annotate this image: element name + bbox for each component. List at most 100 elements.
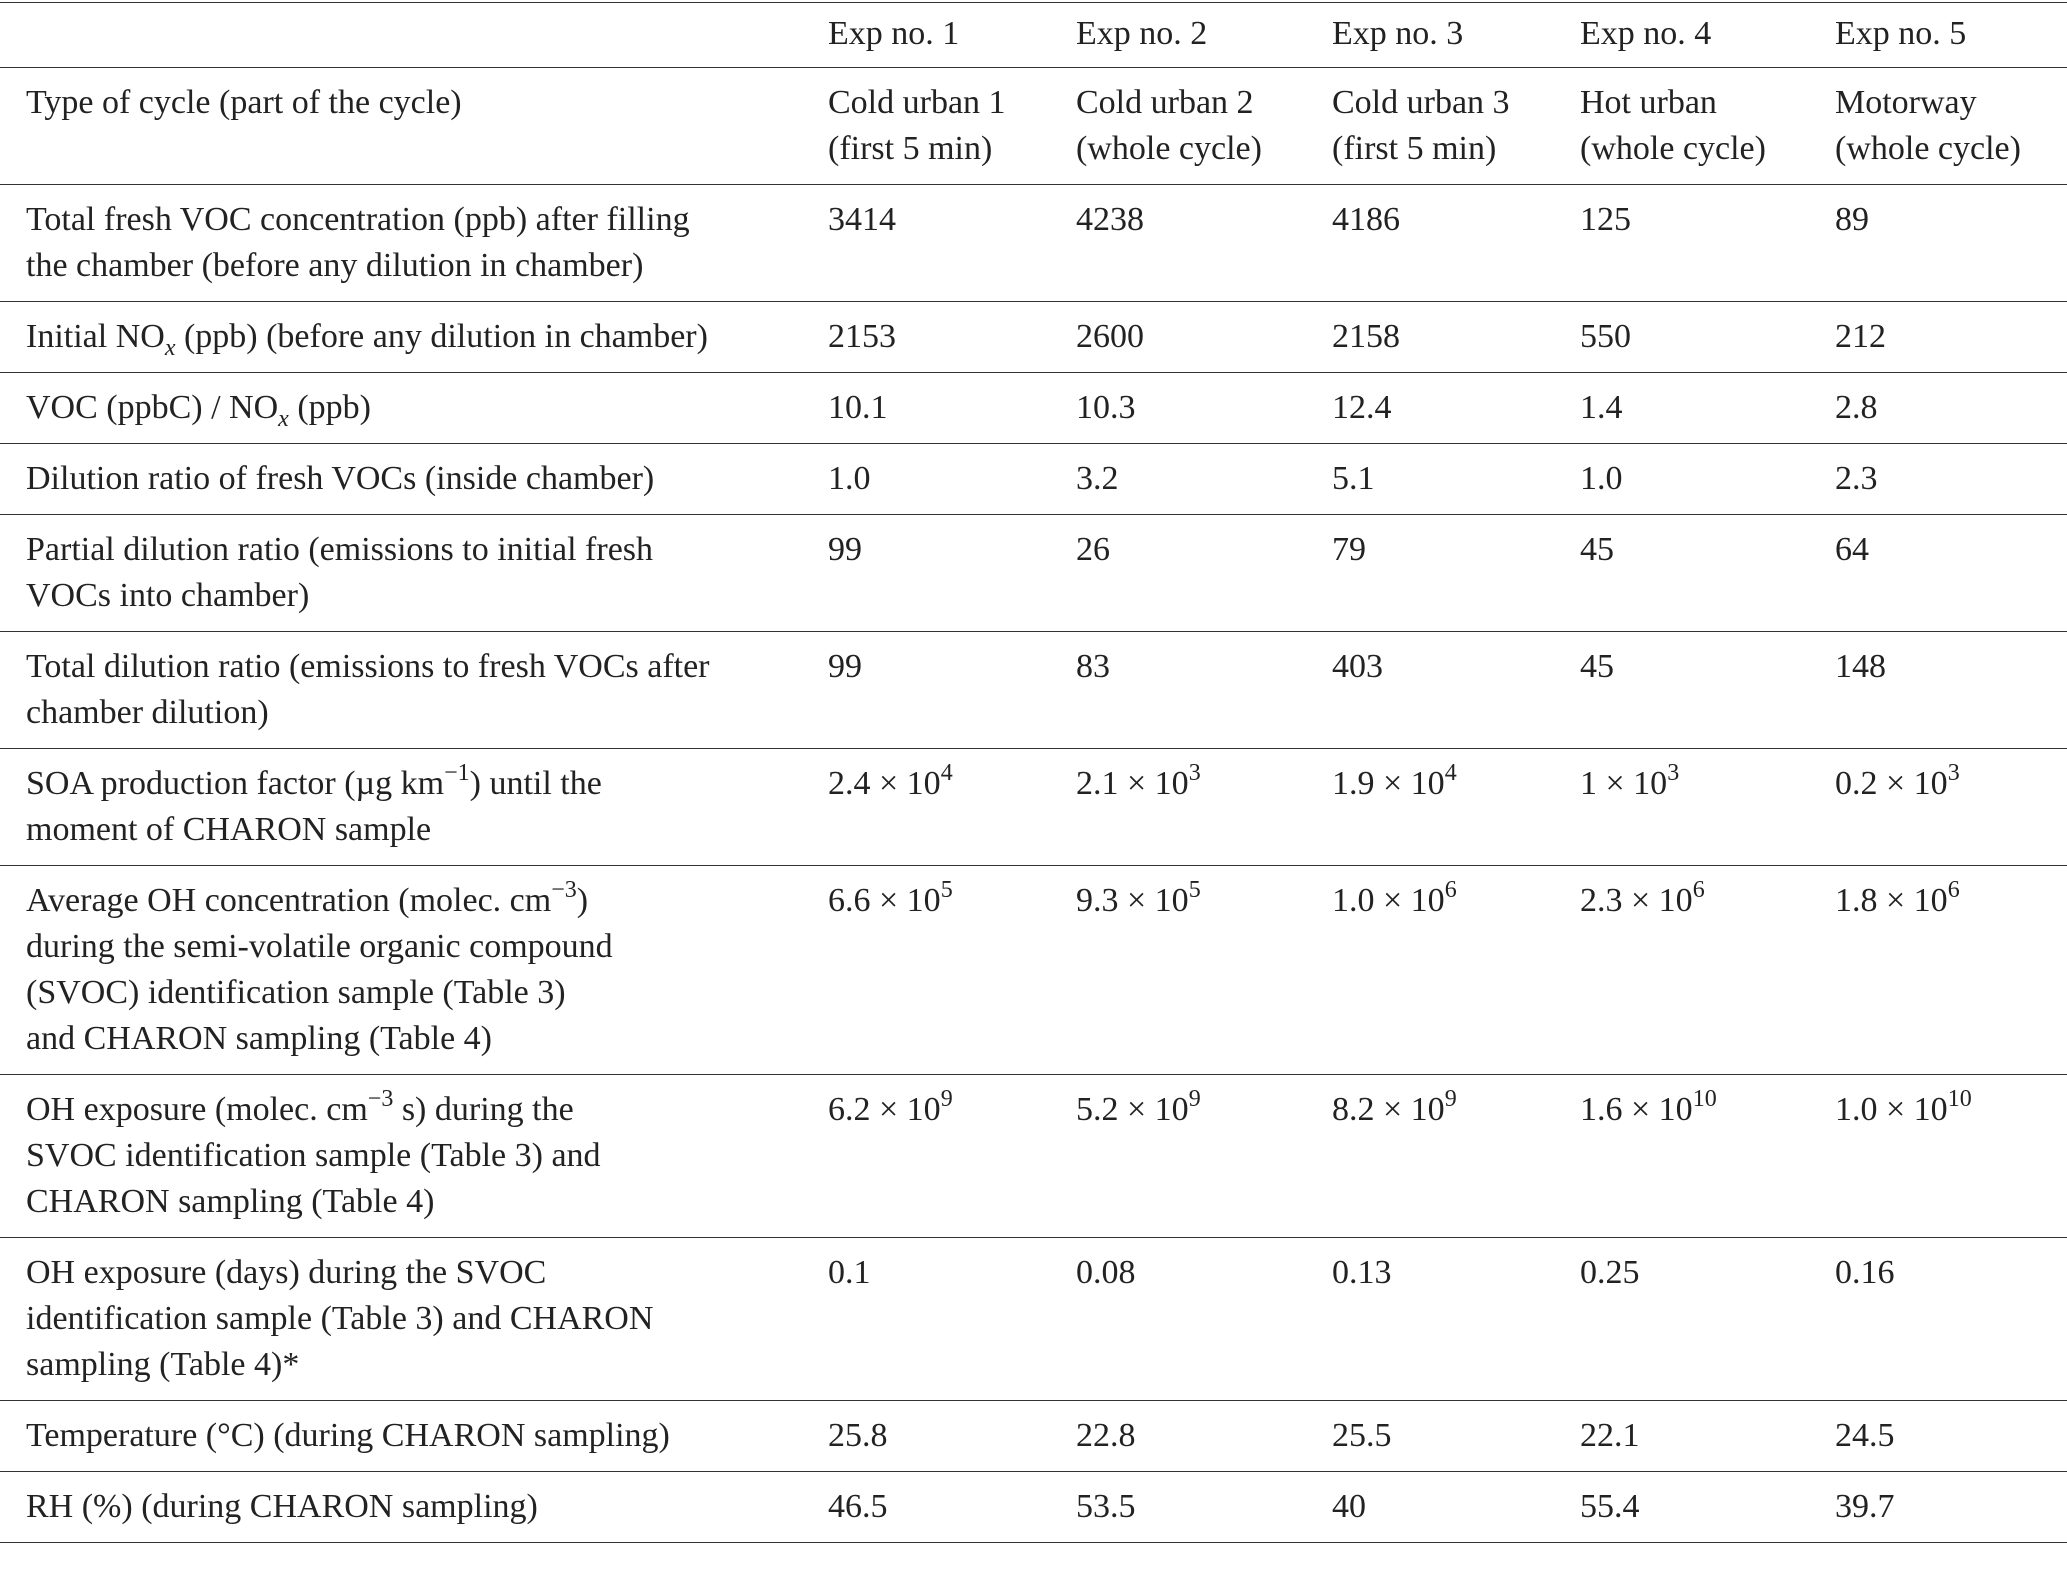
text-line: SVOC identification sample (Table 3) and	[26, 1137, 601, 1174]
text-line: chamber dilution)	[26, 694, 269, 731]
table-cell: 212	[1835, 301, 2067, 373]
table-row: Initial NOx (ppb) (before any dilution i…	[0, 301, 2067, 373]
table-cell: 79	[1332, 514, 1580, 632]
text-line: 0.25	[1580, 1254, 1640, 1291]
text-line: 22.8	[1076, 1417, 1136, 1454]
text-line: (whole cycle)	[1835, 130, 2021, 167]
text-run: 2.3 × 10	[1580, 882, 1693, 919]
table-cell: 24.5	[1835, 1400, 2067, 1472]
table-row: Type of cycle (part of the cycle) Cold ur…	[0, 67, 2067, 185]
table-cell: 10.1	[828, 372, 1076, 444]
superscript: 10	[1947, 1086, 1972, 1112]
table-cell: 89	[1835, 184, 2067, 302]
text-run: VOC (ppbC) / NO	[26, 389, 279, 426]
superscript: 9	[1188, 1086, 1201, 1112]
text-run: 1.6 × 10	[1580, 1091, 1693, 1128]
text-run: 2.1 × 10	[1076, 765, 1189, 802]
text-run: 2.4 × 10	[828, 765, 941, 802]
text-line: (whole cycle)	[1076, 130, 1262, 167]
table-cell: 45	[1580, 514, 1835, 632]
table-cell: 12.4	[1332, 372, 1580, 444]
table-cell: Motorway (whole cycle)	[1835, 67, 2067, 185]
superscript: 6	[1444, 877, 1457, 903]
text-line: Temperature (°C) (during CHARON sampling…	[26, 1417, 670, 1454]
superscript: 9	[1444, 1086, 1457, 1112]
text-line: sampling (Table 4)*	[26, 1346, 300, 1383]
row-label: SOA production factor (µg km−1) until th…	[0, 748, 828, 866]
text-line: 9.3 × 105	[1076, 878, 1332, 924]
table-cell: 1.9 × 104	[1332, 748, 1580, 866]
text-line: 3414	[828, 201, 896, 238]
table-cell: 83	[1076, 631, 1332, 749]
text-line: 55.4	[1580, 1488, 1640, 1525]
text-line: OH exposure (days) during the SVOC	[26, 1254, 547, 1291]
text-run: 1.8 × 10	[1835, 882, 1948, 919]
text-line: during the semi-volatile organic compoun…	[26, 928, 613, 965]
text-line: 0.2 × 103	[1835, 761, 2067, 807]
table-row: OH exposure (days) during the SVOC identi…	[0, 1237, 2067, 1401]
text-run: ) until the	[469, 765, 602, 802]
row-label: Total fresh VOC concentration (ppb) afte…	[0, 184, 828, 302]
text-line: 0.13	[1332, 1254, 1392, 1291]
table-cell: 3414	[828, 184, 1076, 302]
table-cell: 0.1	[828, 1237, 1076, 1401]
superscript: −3	[367, 1086, 394, 1112]
table-cell: 99	[828, 631, 1076, 749]
text-line: 2.4 × 104	[828, 761, 1076, 807]
text-line: 12.4	[1332, 389, 1392, 426]
table-cell: 2.1 × 103	[1076, 748, 1332, 866]
text-line: 45	[1580, 648, 1614, 685]
text-line: 1.9 × 104	[1332, 761, 1580, 807]
table-row: Temperature (°C) (during CHARON sampling…	[0, 1400, 2067, 1472]
table-row: Total dilution ratio (emissions to fresh…	[0, 631, 2067, 749]
table-cell: 5.1	[1332, 443, 1580, 515]
text-line: 2.8	[1835, 389, 1878, 426]
superscript: −1	[444, 760, 470, 786]
table-cell: 1.0	[1580, 443, 1835, 515]
row-label: VOC (ppbC) / NOx (ppb)	[0, 372, 828, 444]
table-cell: Cold urban 1 (first 5 min)	[828, 67, 1076, 185]
text-line: 25.5	[1332, 1417, 1392, 1454]
table-cell: 1.0	[828, 443, 1076, 515]
text-line: 4238	[1076, 201, 1144, 238]
text-line: 2158	[1332, 318, 1400, 355]
table-cell: 10.3	[1076, 372, 1332, 444]
table-row: Average OH concentration (molec. cm−3) du…	[0, 865, 2067, 1075]
text-run: (ppb) (before any dilution in chamber)	[175, 318, 708, 355]
text-line: 46.5	[828, 1488, 888, 1525]
text-line: Hot urban	[1580, 84, 1717, 121]
header-row: Exp no. 1 Exp no. 2 Exp no. 3 Exp no. 4 Exp …	[0, 2, 2067, 68]
text-run: 6.6 × 10	[828, 882, 941, 919]
table-cell: 2.3 × 106	[1580, 865, 1835, 1075]
text-run: 1.0 × 10	[1835, 1091, 1948, 1128]
table-cell: 0.16	[1835, 1237, 2067, 1401]
text-line: 8.2 × 109	[1332, 1087, 1580, 1133]
text-line: VOC (ppbC) / NOx (ppb)	[26, 385, 828, 431]
table-cell: 0.08	[1076, 1237, 1332, 1401]
text-line: Type of cycle (part of the cycle)	[26, 84, 462, 121]
text-line: 4186	[1332, 201, 1400, 238]
superscript: 3	[1188, 760, 1201, 786]
text-line: 5.1	[1332, 460, 1375, 497]
text-line: 64	[1835, 531, 1869, 568]
text-line: Initial NOx (ppb) (before any dilution i…	[26, 314, 828, 360]
table-cell: 2.4 × 104	[828, 748, 1076, 866]
text-line: 89	[1835, 201, 1869, 238]
text-line: 1.8 × 106	[1835, 878, 2067, 924]
text-line: 0.16	[1835, 1254, 1895, 1291]
text-line: 83	[1076, 648, 1110, 685]
text-line: 10.3	[1076, 389, 1136, 426]
table-cell: 8.2 × 109	[1332, 1074, 1580, 1238]
text-line: 2153	[828, 318, 896, 355]
table-cell: 0.2 × 103	[1835, 748, 2067, 866]
table-cell: 1.0 × 1010	[1835, 1074, 2067, 1238]
text-line: 148	[1835, 648, 1886, 685]
table-cell: 1.6 × 1010	[1580, 1074, 1835, 1238]
text-line: 0.1	[828, 1254, 871, 1291]
table-cell: 39.7	[1835, 1471, 2067, 1543]
table-cell: Hot urban (whole cycle)	[1580, 67, 1835, 185]
table-cell: 6.2 × 109	[828, 1074, 1076, 1238]
table-body: Type of cycle (part of the cycle) Cold ur…	[0, 67, 2067, 1543]
